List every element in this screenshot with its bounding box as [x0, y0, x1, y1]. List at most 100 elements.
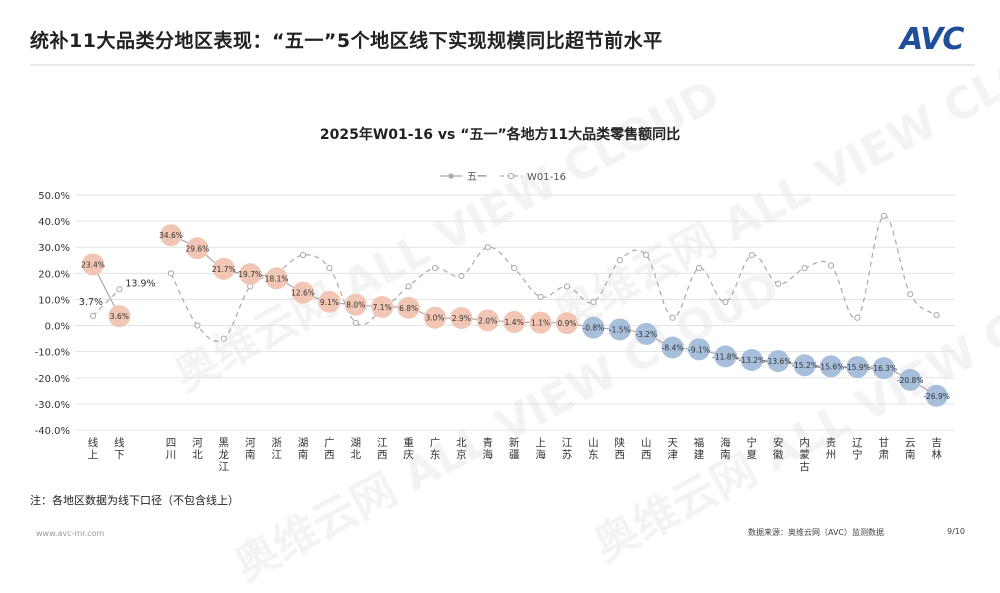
- w01-data-label: 13.9%: [125, 278, 155, 289]
- y-tick-label: -40.0%: [35, 426, 70, 437]
- w01-point: [116, 286, 123, 293]
- wuyi-point: [397, 296, 420, 319]
- x-tick-label: 湖: [298, 437, 309, 449]
- w01-point: [431, 265, 439, 272]
- w01-point: [405, 283, 412, 290]
- wuyi-point: [239, 263, 262, 286]
- x-tick-label: 疆: [509, 449, 520, 461]
- x-tick-label: 广: [430, 437, 441, 449]
- x-tick-label: 庆: [403, 448, 414, 461]
- x-tick-label: 苏: [562, 448, 573, 461]
- chart-canvas: 50.0% 40.0% 30.0% 20.0% 10.0% 0.0% -10.0% -20.0…: [35, 172, 955, 473]
- wuyi-point: [846, 356, 869, 379]
- x-tick-label: 江: [562, 437, 573, 449]
- legend-wuyi-label: 五一: [467, 172, 487, 183]
- x-tick-label: 州: [826, 449, 837, 461]
- wuyi-point: [344, 293, 367, 316]
- wuyi-data-label: -3.2%: [635, 330, 657, 339]
- wuyi-data-label: 12.6%: [291, 289, 315, 298]
- wuyi-point: [688, 338, 710, 361]
- w01-point: [722, 298, 729, 306]
- wuyi-point: [714, 345, 737, 368]
- wuyi-data-label: -9.1%: [688, 345, 710, 354]
- y-tick-label: 20.0%: [38, 269, 70, 280]
- wuyi-data-label: -13.6%: [765, 357, 792, 366]
- site-url[interactable]: www.avc-mr.com: [36, 529, 105, 538]
- x-tick-label: 广: [324, 437, 335, 449]
- x-tick-label: 徽: [773, 448, 784, 461]
- w01-point: [484, 244, 491, 251]
- w01-point: [854, 314, 861, 321]
- x-tick-label: 北: [456, 437, 467, 449]
- x-tick-label: 浙: [271, 437, 282, 449]
- w01-point: [748, 251, 755, 259]
- wuyi-data-label: 3.6%: [110, 312, 129, 321]
- w01-point: [537, 293, 544, 300]
- wuyi-data-label: -20.8%: [897, 376, 924, 385]
- wuyi-point: [82, 253, 104, 276]
- x-tick-label: 内: [799, 436, 810, 449]
- x-tick-label: 江: [271, 449, 282, 461]
- wuyi-data-label: -0.8%: [583, 324, 605, 333]
- page-number: 9/10: [947, 527, 965, 536]
- wuyi-point: [265, 267, 288, 290]
- wuyi-point: [160, 224, 182, 247]
- x-tick-label: 建: [694, 448, 705, 461]
- w01-point: [643, 251, 650, 259]
- x-tick-label: 津: [667, 449, 678, 461]
- x-tick-label: 天: [667, 437, 678, 449]
- x-tick-label: 西: [377, 449, 388, 461]
- w01-point: [299, 251, 307, 259]
- w01-point: [616, 257, 623, 264]
- footnote: 注：各地区数据为线下口径（不包含线上）: [30, 494, 239, 507]
- wuyi-data-label: 29.6%: [185, 244, 209, 253]
- title-divider: [30, 64, 975, 66]
- wuyi-point: [371, 296, 394, 319]
- wuyi-point: [608, 318, 631, 341]
- wuyi-point: [186, 237, 209, 260]
- w01-point: [563, 283, 571, 290]
- x-tick-label: 青: [483, 436, 494, 449]
- x-tick-label: 川: [166, 449, 177, 461]
- wuyi-data-label: 18.1%: [265, 274, 289, 283]
- x-tick-label: 海: [535, 448, 546, 461]
- wuyi-data-label: -8.4%: [662, 343, 684, 352]
- x-tick-label: 东: [588, 448, 599, 461]
- wuyi-point: [450, 306, 473, 329]
- x-tick-label: 古: [799, 460, 810, 473]
- x-tick-label: 河: [192, 437, 203, 449]
- x-tick-label: 西: [615, 449, 626, 461]
- w01-point: [695, 265, 703, 272]
- x-tick-label: 线: [114, 436, 125, 449]
- page-title: 统补11大品类分地区表现：“五一”5个地区线下实现规模同比超节前水平: [30, 30, 663, 52]
- wuyi-point: [529, 311, 552, 334]
- avc-logo: AVC: [900, 22, 964, 57]
- wuyi-data-label: 9.1%: [320, 298, 339, 307]
- legend-wuyi-marker: [448, 173, 454, 179]
- wuyi-point: [767, 350, 790, 373]
- y-tick-label: 50.0%: [38, 191, 70, 202]
- x-tick-label: 海: [483, 448, 494, 461]
- legend-w01-marker: [507, 172, 515, 180]
- w01-data-label: 3.7%: [79, 297, 103, 308]
- wuyi-data-label: -15.9%: [844, 363, 871, 372]
- y-tick-label: 10.0%: [38, 295, 70, 306]
- data-source: 数据来源：奥维云网（AVC）监测数据: [748, 528, 885, 537]
- wuyi-point: [318, 290, 341, 313]
- x-tick-label: 京: [456, 448, 467, 461]
- wuyi-point: [793, 354, 816, 377]
- wuyi-point: [108, 305, 131, 328]
- x-tick-label: 宁: [747, 436, 758, 449]
- w01-point: [933, 312, 940, 319]
- w01-point: [590, 298, 597, 306]
- x-tick-label: 吉: [931, 437, 942, 449]
- wuyi-data-label: 1.1%: [531, 319, 550, 328]
- wuyi-point: [476, 309, 499, 332]
- x-tick-label: 宁: [852, 448, 863, 461]
- w01-point: [775, 280, 782, 287]
- x-tick-label: 东: [430, 448, 441, 461]
- x-tick-label: 海: [720, 436, 731, 449]
- wuyi-point: [582, 316, 605, 339]
- x-tick-label: 下: [114, 449, 125, 461]
- y-tick-label: -20.0%: [35, 374, 70, 385]
